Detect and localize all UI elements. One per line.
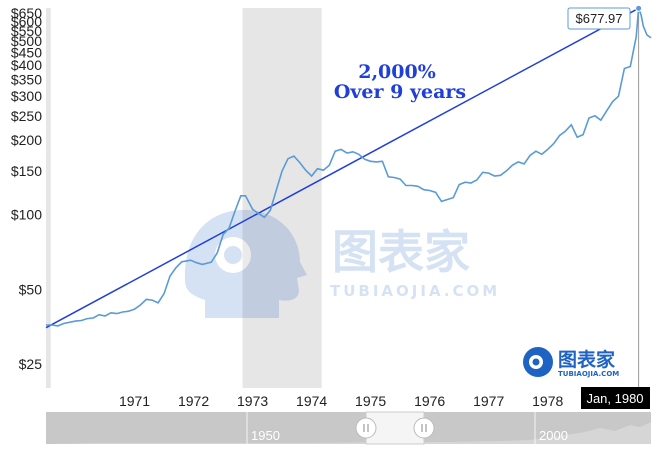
y-tick-label-550: $550: [11, 23, 42, 39]
y-tick-label-25: $25: [19, 356, 43, 372]
annotation-line1: 2,000%: [358, 61, 436, 83]
x-tick-label-1971: 1971: [119, 393, 150, 409]
tooltip: $677.97: [567, 7, 631, 30]
crosshair-date-label: Jan, 1980: [581, 387, 650, 409]
x-tick-label-1973: 1973: [237, 393, 268, 409]
y-tick-label-600: $600: [11, 13, 42, 29]
y-tick-label-500: $500: [11, 33, 42, 49]
y-tick-label-300: $300: [11, 88, 42, 104]
brand-logo-subtext: TUBIAOJIA.COM: [558, 370, 619, 378]
brand-logo: 图表家 TUBIAOJIA.COM: [523, 347, 619, 378]
crosshair-date-text: Jan, 1980: [586, 391, 643, 406]
watermark-text: 图表家: [332, 225, 470, 279]
x-tick-label-1972: 1972: [178, 393, 209, 409]
recession-bands: [46, 8, 322, 388]
y-tick-label-650: $650: [11, 5, 42, 21]
y-tick-label-450: $450: [11, 44, 42, 60]
navigator-handle-right[interactable]: [413, 417, 435, 439]
y-tick-label-350: $350: [11, 72, 42, 88]
navigator-series-area: [46, 422, 651, 444]
x-tick-label-1976: 1976: [414, 393, 445, 409]
trend-line: [45, 7, 639, 329]
navigator-label-2000: 2000: [539, 428, 568, 443]
recession-band-1: [46, 8, 51, 388]
watermark-subtext: TUBIAOJIA.COM: [330, 282, 500, 300]
navigator-handle-left[interactable]: [355, 417, 377, 439]
crosshair-date-box: [581, 387, 650, 409]
y-tick-label-200: $200: [11, 132, 42, 148]
annotation-line2: Over 9 years: [334, 81, 466, 103]
tooltip-box: [567, 7, 631, 30]
recession-band-2: [242, 8, 322, 388]
y-tick-label-150: $150: [11, 163, 42, 179]
y-tick-label-400: $400: [11, 57, 42, 73]
y-tick-label-250: $250: [11, 108, 42, 124]
x-tick-label-1978: 1978: [532, 393, 563, 409]
navigator[interactable]: 1950 2000: [46, 411, 651, 445]
brand-logo-text: 图表家: [558, 348, 616, 371]
brand-logo-icon: [523, 347, 553, 377]
tooltip-value: $677.97: [576, 11, 623, 26]
y-tick-label-100: $100: [11, 207, 42, 223]
peak-point[interactable]: [635, 4, 643, 12]
x-tick-label-1974: 1974: [296, 393, 327, 409]
x-axis: 1971 1972 1973 1974 1975 1976 1977 1978: [119, 393, 564, 409]
x-tick-label-1975: 1975: [355, 393, 386, 409]
series-line-gold: [46, 8, 652, 327]
x-tick-label-1977: 1977: [473, 393, 504, 409]
navigator-label-1950: 1950: [251, 428, 280, 443]
y-axis: $25$50$100$150$200$250$300$350$400$450$5…: [11, 5, 42, 372]
y-tick-label-50: $50: [19, 281, 43, 297]
